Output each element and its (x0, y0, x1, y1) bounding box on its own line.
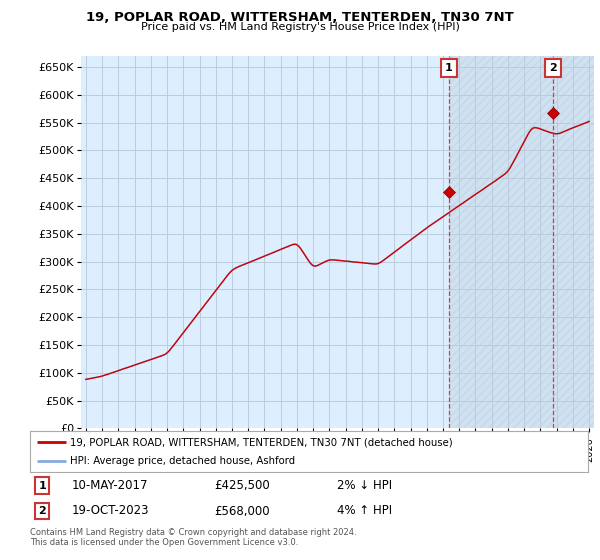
Text: 19-OCT-2023: 19-OCT-2023 (72, 505, 149, 517)
Text: Contains HM Land Registry data © Crown copyright and database right 2024.: Contains HM Land Registry data © Crown c… (30, 528, 356, 537)
Text: 2: 2 (550, 63, 557, 73)
Text: This data is licensed under the Open Government Licence v3.0.: This data is licensed under the Open Gov… (30, 538, 298, 547)
Text: Price paid vs. HM Land Registry's House Price Index (HPI): Price paid vs. HM Land Registry's House … (140, 22, 460, 32)
Text: 4% ↑ HPI: 4% ↑ HPI (337, 505, 392, 517)
Text: HPI: Average price, detached house, Ashford: HPI: Average price, detached house, Ashf… (70, 456, 295, 465)
Text: 1: 1 (38, 481, 46, 491)
Text: £425,500: £425,500 (214, 479, 270, 492)
Text: 2% ↓ HPI: 2% ↓ HPI (337, 479, 392, 492)
Text: £568,000: £568,000 (214, 505, 270, 517)
Text: 19, POPLAR ROAD, WITTERSHAM, TENTERDEN, TN30 7NT (detached house): 19, POPLAR ROAD, WITTERSHAM, TENTERDEN, … (70, 437, 453, 447)
Bar (449, 56, 594, 428)
Text: 1: 1 (445, 63, 453, 73)
Text: 2: 2 (38, 506, 46, 516)
Text: 10-MAY-2017: 10-MAY-2017 (72, 479, 148, 492)
Text: 19, POPLAR ROAD, WITTERSHAM, TENTERDEN, TN30 7NT: 19, POPLAR ROAD, WITTERSHAM, TENTERDEN, … (86, 11, 514, 24)
